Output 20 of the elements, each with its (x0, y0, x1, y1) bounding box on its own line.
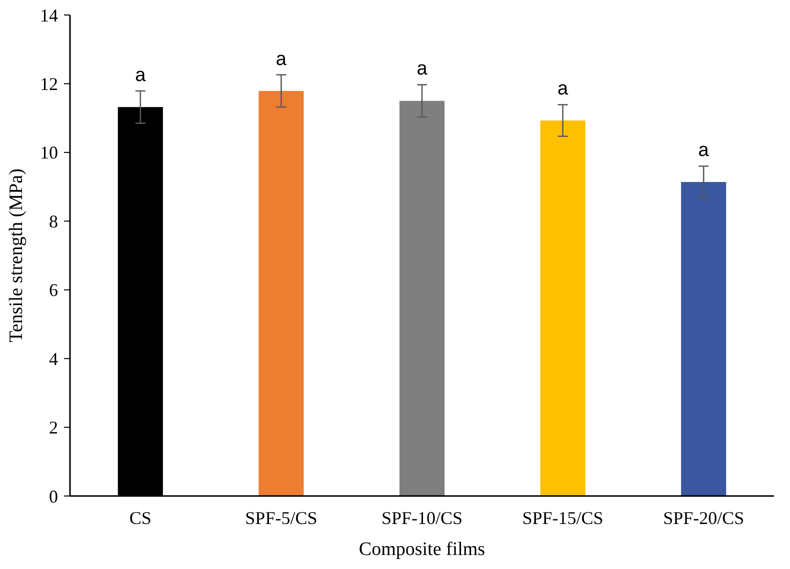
y-tick-label: 8 (49, 211, 58, 232)
x-tick-label: SPF-15/CS (522, 508, 604, 528)
y-tick-label: 4 (49, 348, 58, 369)
x-axis-title: Composite films (358, 539, 486, 560)
annotation: a (416, 58, 428, 80)
y-tick-label: 10 (40, 142, 58, 163)
annotation: a (276, 48, 287, 70)
y-tick-label: 6 (49, 280, 58, 300)
annotation: a (698, 140, 710, 162)
y-tick-label: 14 (40, 5, 58, 26)
x-tick-label: SPF-10/CS (381, 508, 463, 528)
x-tick-label: SPF-5/CS (245, 508, 318, 528)
annotation: a (135, 64, 146, 86)
annotation: a (558, 78, 569, 100)
x-tick-label: CS (129, 508, 152, 528)
x-tick-label: SPF-20/CS (663, 508, 744, 528)
y-tick-label: 12 (40, 74, 58, 94)
y-axis-title: Tensile strength (MPa) (6, 168, 27, 342)
y-tick-label: 2 (49, 418, 58, 438)
y-tick-label: 0 (49, 486, 58, 506)
